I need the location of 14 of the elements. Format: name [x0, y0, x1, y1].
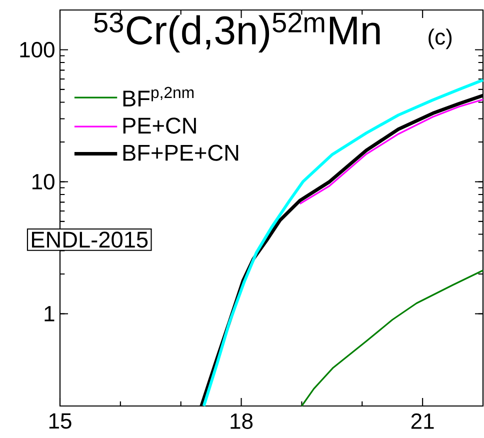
y-tick-label: 1	[44, 306, 54, 322]
annotation: (c)	[428, 28, 452, 50]
x-tick-label: 15	[49, 413, 72, 429]
y-tick-label: 10	[32, 174, 54, 190]
chart-title: $^{53}$Cr(d,3n)$^{52m}$Mn	[94, 12, 380, 53]
x-tick-label: 18	[230, 413, 253, 429]
annotation: ENDL-2015	[32, 232, 148, 248]
legend-label: PE+CN	[123, 118, 196, 134]
line-series	[300, 270, 484, 407]
x-tick-label: 21	[411, 413, 434, 429]
y-tick-label: 100	[20, 42, 54, 58]
legend-label: BF$^{p,2nm}$	[123, 86, 194, 106]
legend-label: BF+PE+CN	[123, 144, 238, 161]
line-series	[299, 98, 484, 205]
